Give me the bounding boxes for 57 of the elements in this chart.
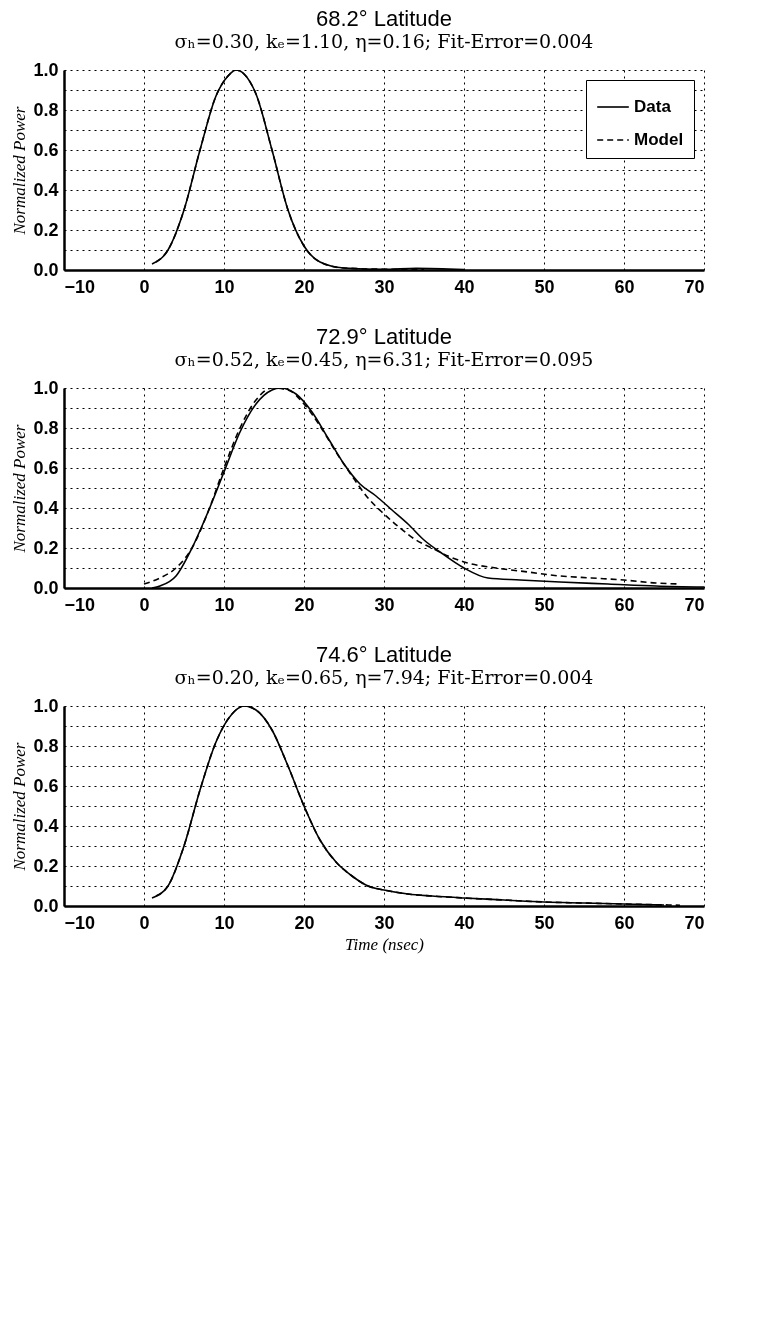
y-tick-label: 0.0	[33, 895, 59, 916]
y-tick-label: 0.0	[33, 577, 59, 598]
x-tick-label: 30	[374, 912, 395, 933]
x-tick-label: −10	[64, 912, 96, 933]
x-tick-label: 10	[214, 594, 235, 615]
y-tick-label: 0.4	[33, 497, 59, 518]
chart-subtitle: σₕ=0.30, kₑ=1.10, η=0.16; Fit-Error=0.004	[174, 30, 594, 52]
x-tick-label: 40	[454, 912, 475, 933]
y-tick-label: 0.6	[33, 775, 59, 796]
y-tick-label: 0.2	[33, 855, 59, 876]
x-tick-label: 20	[294, 594, 315, 615]
legend-label: Data	[634, 97, 672, 116]
x-tick-label: 50	[534, 594, 555, 615]
y-tick-label: 0.4	[33, 815, 59, 836]
chart-title: 74.6° Latitude	[315, 642, 453, 667]
y-tick-label: 0.8	[33, 735, 59, 756]
x-tick-label: 30	[374, 276, 395, 297]
chart-subtitle: σₕ=0.20, kₑ=0.65, η=7.94; Fit-Error=0.004	[174, 666, 594, 688]
x-tick-label: 70	[684, 594, 705, 615]
x-tick-label: 20	[294, 276, 315, 297]
y-tick-label: 0.2	[33, 537, 59, 558]
x-axis-title: Time (nsec)	[345, 934, 425, 954]
y-tick-label: 0.8	[33, 417, 59, 438]
chart-title: 72.9° Latitude	[315, 324, 453, 349]
x-tick-label: 10	[214, 276, 235, 297]
y-tick-label: 0.6	[33, 139, 59, 160]
x-tick-label: 10	[214, 912, 235, 933]
x-tick-label: 40	[454, 594, 475, 615]
y-axis-title: Normalized Power	[10, 106, 30, 236]
x-tick-label: 60	[614, 594, 635, 615]
y-tick-label: 1.0	[33, 377, 59, 398]
y-tick-label: 0.4	[33, 179, 59, 200]
x-tick-label: 60	[614, 276, 635, 297]
x-tick-label: 0	[139, 912, 150, 933]
y-tick-label: 0.2	[33, 219, 59, 240]
x-tick-label: 0	[139, 594, 150, 615]
x-tick-label: 70	[684, 276, 705, 297]
y-tick-label: 0.6	[33, 457, 59, 478]
x-tick-label: 0	[139, 276, 150, 297]
legend-label: Model	[634, 130, 684, 149]
x-tick-label: −10	[64, 594, 96, 615]
x-tick-label: 70	[684, 912, 705, 933]
x-tick-label: 30	[374, 594, 395, 615]
y-tick-label: 0.8	[33, 99, 59, 120]
y-tick-label: 1.0	[33, 695, 59, 716]
x-tick-label: 50	[534, 912, 555, 933]
y-axis-title: Normalized Power	[10, 742, 30, 872]
x-tick-label: 50	[534, 276, 555, 297]
y-tick-label: 0.0	[33, 259, 59, 280]
x-tick-label: 40	[454, 276, 475, 297]
chart-subtitle: σₕ=0.52, kₑ=0.45, η=6.31; Fit-Error=0.095	[174, 348, 594, 370]
y-axis-title: Normalized Power	[10, 424, 30, 554]
y-tick-label: 1.0	[33, 59, 59, 80]
x-tick-label: 20	[294, 912, 315, 933]
chart-title: 68.2° Latitude	[315, 6, 453, 31]
x-tick-label: −10	[64, 276, 96, 297]
x-tick-label: 60	[614, 912, 635, 933]
